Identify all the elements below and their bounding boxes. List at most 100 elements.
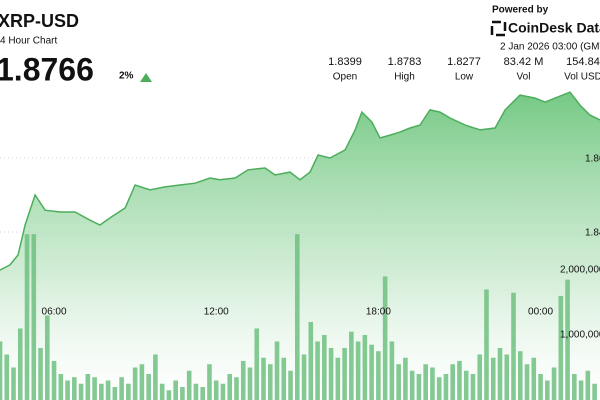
volume-bar <box>92 377 97 400</box>
x-tick-label: 18:00 <box>366 307 391 318</box>
volume-bar <box>322 334 327 400</box>
volume-bar <box>173 380 178 400</box>
y-tick-label: 1.86 <box>585 154 600 165</box>
stat-label: Open <box>333 72 357 83</box>
volume-bar <box>65 380 70 400</box>
volume-bar <box>207 364 212 400</box>
volume-bar <box>112 386 118 400</box>
volume-bar <box>85 373 91 400</box>
volume-bar <box>153 354 158 400</box>
volume-bar <box>227 373 233 400</box>
volume-bar <box>308 321 314 400</box>
volume-bar <box>484 289 489 400</box>
volume-bar <box>294 234 300 400</box>
volume-bar <box>389 341 395 400</box>
volume-bar <box>328 347 334 400</box>
subtitle: 4 Hour Chart <box>0 36 57 47</box>
volume-bar <box>335 357 341 400</box>
stat-value: 83.42 M <box>504 56 544 68</box>
volume-bar <box>31 234 37 400</box>
volume-bar <box>126 383 131 400</box>
volume-bar <box>443 373 449 400</box>
volume-bar <box>376 351 381 400</box>
change: 2% <box>119 71 134 82</box>
volume-bar <box>200 386 206 400</box>
volume-bar <box>565 279 570 400</box>
volume-bar <box>0 341 3 400</box>
volume-bar <box>551 367 557 400</box>
volume-bar <box>558 295 564 400</box>
volume-bar <box>220 383 226 400</box>
symbol: XRP-USD <box>0 11 79 31</box>
volume-bar <box>572 373 577 400</box>
stat-label: Vol USD <box>564 72 600 83</box>
volume-bar <box>315 341 320 400</box>
volume-bar <box>17 328 23 400</box>
volume-bar <box>355 341 361 400</box>
volume-bar <box>274 341 280 400</box>
price-area <box>0 92 600 400</box>
volume-bar <box>382 276 388 400</box>
volume-bar <box>396 364 401 400</box>
volume-bar <box>490 357 496 400</box>
volume-bar <box>247 367 253 400</box>
volume-bar <box>11 367 16 400</box>
y-tick-label: 1.84 <box>585 228 600 239</box>
volume-bar <box>213 380 219 400</box>
volume-bar <box>342 347 347 400</box>
volume-bar <box>193 383 199 400</box>
stat-value: 154.84 <box>566 56 600 68</box>
volume-bar <box>281 357 287 400</box>
y2-tick-label: 2,000,000 <box>560 265 600 276</box>
header: XRP-USD 4 Hour Chart 1.8766 2% Powered b… <box>0 5 600 88</box>
volume-bar <box>524 364 530 400</box>
x-tick-label: 06:00 <box>42 307 67 318</box>
volume-bar <box>544 380 550 400</box>
volume-bar <box>592 383 597 400</box>
volume-bar <box>531 357 537 400</box>
volume-bar <box>430 367 435 400</box>
volume-bar <box>362 334 368 400</box>
volume-bar <box>463 370 469 400</box>
stat-label: Vol <box>517 72 531 83</box>
volume-bar <box>423 364 428 400</box>
volume-bar <box>416 373 422 400</box>
volume-bar <box>403 357 408 400</box>
volume-bar <box>450 364 456 400</box>
volume-bar <box>4 354 10 400</box>
volume-bar <box>105 380 111 400</box>
volume-bar <box>349 331 354 400</box>
price: 1.8766 <box>0 51 94 87</box>
x-tick-label: 12:00 <box>204 307 229 318</box>
volume-bar <box>267 364 273 400</box>
up-arrow <box>140 73 152 82</box>
volume-bar <box>132 367 138 400</box>
volume-bar <box>409 370 415 400</box>
volume-bar <box>288 370 293 400</box>
date: 2 Jan 2026 03:00 (GMT <box>500 42 600 53</box>
volume-bar <box>38 347 43 400</box>
volume-bar <box>261 357 266 400</box>
stat-label: Low <box>455 72 474 83</box>
volume-bar <box>497 347 503 400</box>
volume-bar <box>186 370 192 400</box>
powered-by: Powered by <box>492 5 549 16</box>
volume-bar <box>180 386 185 400</box>
volume-bar <box>51 360 57 400</box>
volume-bar <box>538 373 543 400</box>
volume-bar <box>119 377 124 400</box>
volume-bar <box>58 373 64 400</box>
volume-bar <box>166 390 172 400</box>
volume-bar <box>146 373 151 400</box>
volume-bar <box>470 373 476 400</box>
volume-bar <box>240 360 246 400</box>
volume-bar <box>139 364 145 400</box>
price-line <box>0 91 600 271</box>
stat-label: High <box>394 72 415 83</box>
brand-logo <box>490 20 507 37</box>
stat-value: 1.8399 <box>328 56 362 68</box>
volume-bar <box>504 354 510 400</box>
y2-tick-label: 1,000,000 <box>560 330 600 341</box>
volume-bar <box>301 354 307 400</box>
